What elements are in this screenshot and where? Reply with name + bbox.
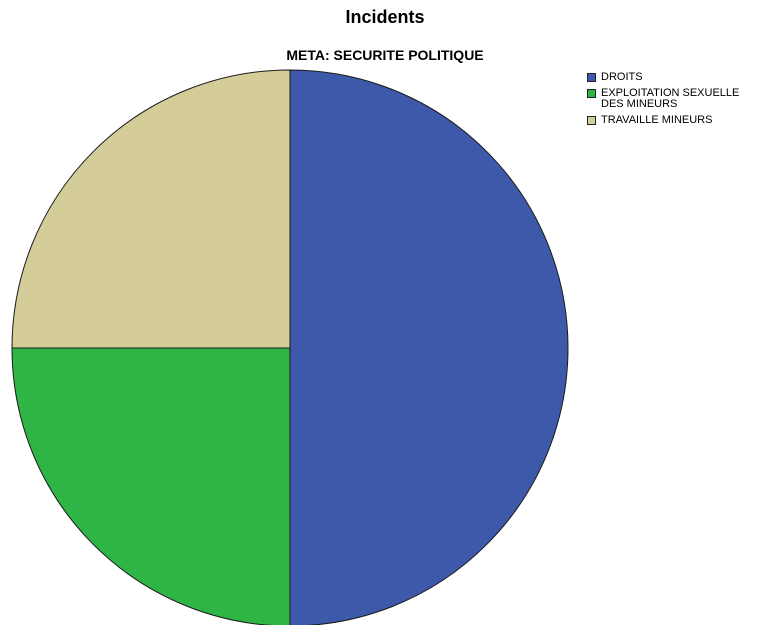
legend-item-exploitation: EXPLOITATION SEXUELLE DES MINEURS [587, 88, 765, 110]
legend-item-travaille: TRAVAILLE MINEURS [587, 115, 765, 126]
legend-swatch-droits [587, 73, 596, 82]
legend-swatch-travaille [587, 116, 596, 125]
chart-title: Incidents [345, 7, 425, 27]
legend-swatch-exploitation [587, 89, 596, 98]
legend-item-droits: DROITS [587, 72, 765, 83]
pie-slice-droits [289, 69, 569, 625]
legend-label-exploitation: EXPLOITATION SEXUELLE DES MINEURS [601, 87, 740, 110]
pie-slice-exploitation [11, 347, 291, 625]
chart-subtitle: META: SECURITE POLITIQUE [286, 47, 484, 63]
legend-label-droits: DROITS [601, 71, 643, 83]
chart-legend: DROITS EXPLOITATION SEXUELLE DES MINEURS… [587, 72, 765, 131]
pie-slice-travaille [11, 69, 291, 349]
legend-label-travaille: TRAVAILLE MINEURS [601, 114, 713, 126]
